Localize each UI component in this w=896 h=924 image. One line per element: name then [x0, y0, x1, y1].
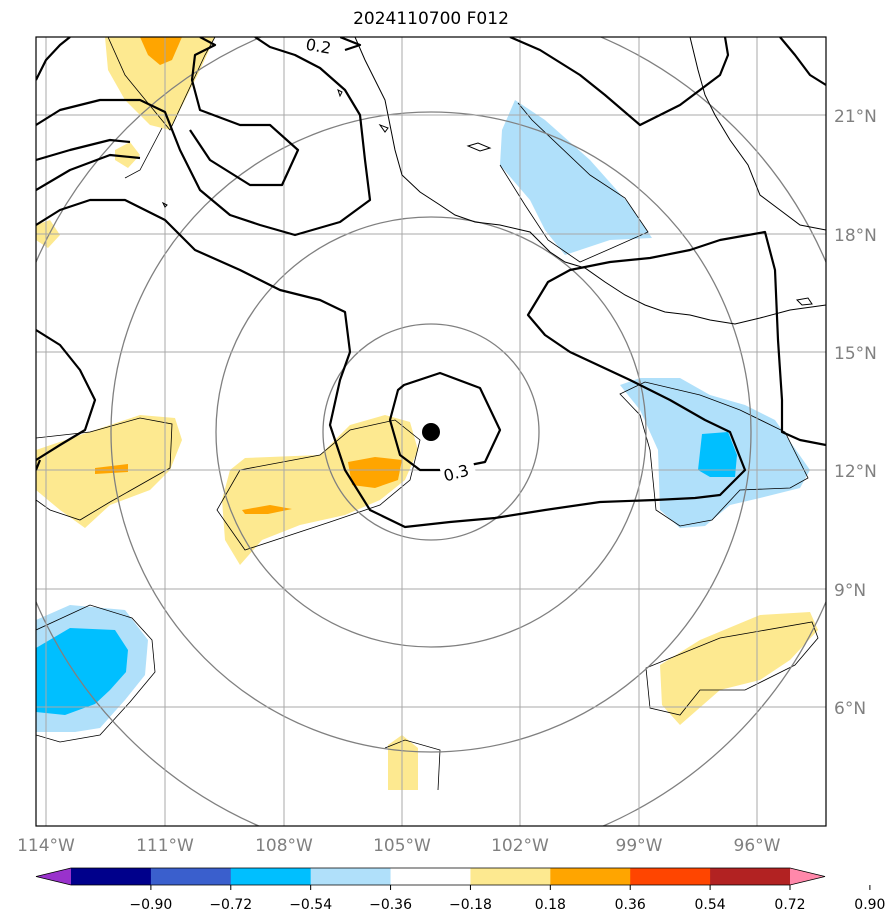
contour-label-bg [438, 455, 478, 487]
map-frame [35, 36, 827, 827]
lon-tick-label: 105°W [373, 836, 431, 856]
coastline [161, 37, 826, 325]
positive-anomaly-core [140, 37, 182, 65]
positive-anomaly-area [660, 612, 818, 725]
range-rings [36, 37, 826, 826]
positive-anomaly-area [105, 37, 215, 130]
colorbar-outline [35, 867, 826, 886]
colorbar-tick-label: −0.36 [369, 897, 412, 913]
contour-label: 0.2 [304, 35, 332, 58]
colorbar: −0.90 −0.72 −0.54 −0.36 −0.18 0.18 0.36 0.54 0.7… [35, 867, 885, 913]
positive-anomaly-area [388, 735, 418, 790]
colorbar-tick-label: 0.72 [774, 897, 805, 913]
positive-anomaly-core [242, 505, 292, 514]
colorbar-segments [35, 867, 826, 886]
colorbar-extend-max [790, 868, 825, 885]
lon-tick-label: 108°W [255, 836, 313, 856]
positive-anomaly-area [222, 415, 418, 565]
colorbar-tick-labels: −0.90 −0.72 −0.54 −0.36 −0.18 0.18 0.36 0.54 0.7… [129, 897, 885, 913]
positive-anomaly-area [115, 142, 140, 168]
colorbar-extend-min [36, 868, 71, 885]
contour-label-bg [304, 37, 340, 55]
colorbar-tick-label: −0.54 [289, 897, 332, 913]
lon-tick-label: 102°W [491, 836, 549, 856]
lon-tick-label: 96°W [734, 836, 781, 856]
storm-center-marker [422, 423, 440, 441]
lat-tick-label: 21°N [834, 107, 877, 127]
colorbar-segment [390, 868, 471, 885]
colorbar-segment [630, 868, 711, 885]
colorbar-tick-label: 0.18 [535, 897, 566, 913]
range-ring [215, 216, 647, 648]
lon-tick-label: 111°W [136, 836, 194, 856]
colorbar-tick-label: −0.18 [449, 897, 492, 913]
colorbar-segment [150, 868, 232, 885]
colorbar-tick-label: 0.36 [615, 897, 646, 913]
colorbar-tick-label: −0.90 [129, 897, 172, 913]
graticule [36, 37, 826, 826]
lon-tick-label: 99°W [616, 836, 663, 856]
colorbar-ticks [150, 885, 871, 890]
colorbar-tick-label: 0.54 [695, 897, 726, 913]
lon-tick-label: 114°W [17, 836, 75, 856]
lat-tick-label: 18°N [834, 226, 877, 246]
anomaly-fills [36, 37, 818, 790]
range-ring [110, 111, 752, 753]
lat-tick-labels: 21°N 18°N 15°N 12°N 9°N 6°N [834, 107, 877, 719]
colorbar-segment [470, 868, 551, 885]
map-title: 2024110700 F012 [353, 9, 509, 29]
negative-anomaly-core [698, 432, 737, 477]
negative-anomaly-area [500, 100, 652, 255]
negative-anomaly-core [36, 628, 128, 715]
colorbar-tick-label: 0.90 [854, 897, 885, 913]
range-ring [322, 323, 540, 541]
lon-tick-labels: 114°W 111°W 108°W 105°W 102°W 99°W 96°W [17, 836, 781, 856]
lat-tick-label: 9°N [834, 581, 866, 601]
colorbar-tick-label: −0.72 [209, 897, 252, 913]
colorbar-segment [310, 868, 392, 885]
colorbar-segment [710, 868, 791, 885]
positive-anomaly-core [348, 457, 402, 488]
colorbar-segment [230, 868, 312, 885]
lat-tick-label: 12°N [834, 462, 877, 482]
colorbar-segment [71, 868, 152, 885]
positive-anomaly-core [95, 464, 128, 474]
lat-tick-label: 15°N [834, 344, 877, 364]
lat-tick-label: 6°N [834, 699, 866, 719]
colorbar-segment [550, 868, 631, 885]
